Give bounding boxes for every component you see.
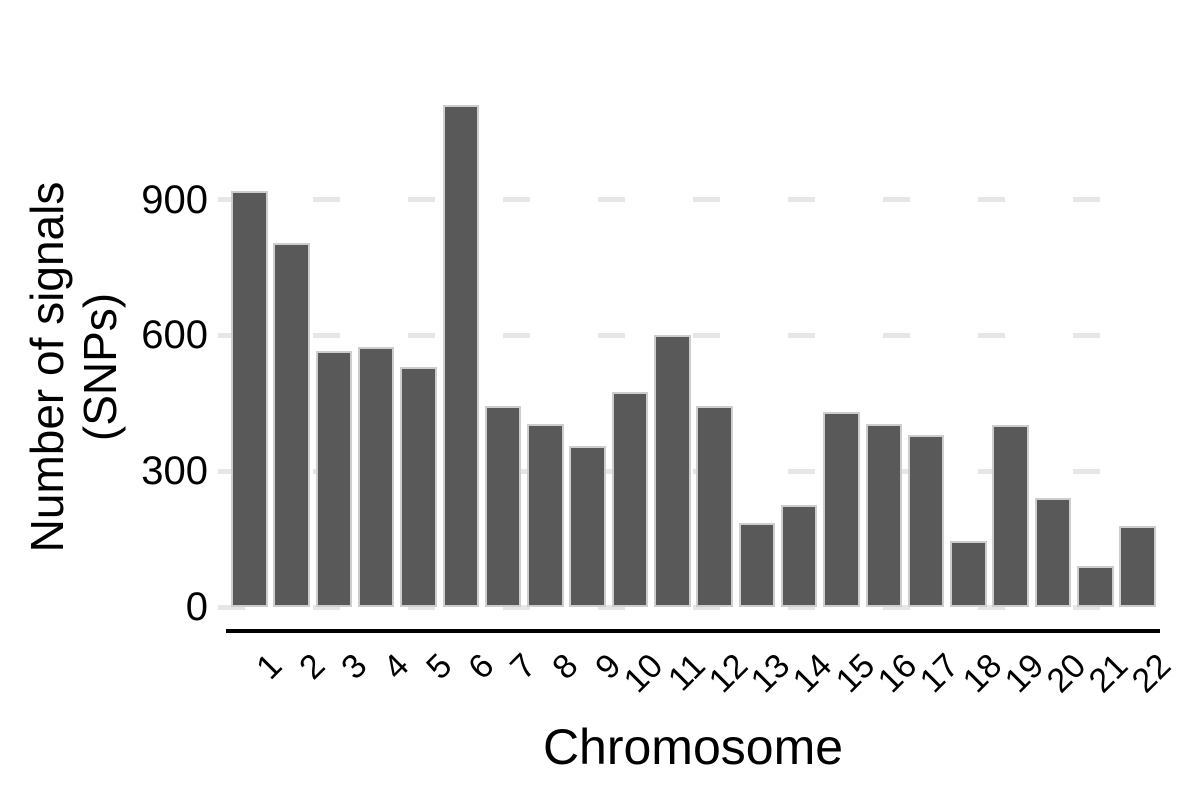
bar-chromosome-10 <box>611 391 649 607</box>
x-tick-label-22: 22 <box>1124 646 1179 701</box>
x-tick-label-1: 1 <box>249 646 290 687</box>
bar-chromosome-11 <box>654 335 691 607</box>
y-tick-label-600: 600 <box>141 313 208 358</box>
bar-chromosome-14 <box>780 505 818 607</box>
bar-chromosome-15 <box>823 412 860 607</box>
x-tick-label-9: 9 <box>587 646 629 687</box>
bar-chromosome-8 <box>527 423 564 607</box>
bar-chromosome-13 <box>738 523 776 607</box>
x-tick-label-6: 6 <box>460 646 502 687</box>
bar-chromosome-7 <box>484 405 522 607</box>
x-axis-title: Chromosome <box>542 719 844 775</box>
bar-chromosome-3 <box>315 351 353 607</box>
x-tick-label-5: 5 <box>418 646 459 687</box>
bar-chromosome-21 <box>1077 566 1114 607</box>
bar-chromosome-2 <box>273 242 310 607</box>
bar-chromosome-6 <box>442 104 479 607</box>
bar-chromosome-4 <box>357 346 395 607</box>
y-tick-label-0: 0 <box>185 585 208 629</box>
x-tick-label-2: 2 <box>291 646 333 687</box>
bar-chromosome-17 <box>907 434 945 607</box>
y-axis-title-line-1: Number of signals <box>21 181 74 553</box>
bar-chromosome-18 <box>950 541 987 607</box>
bar-chromosome-1 <box>231 190 268 607</box>
y-tick-label-900: 900 <box>141 177 208 222</box>
x-tick-label-7: 7 <box>503 646 544 687</box>
bar-chromosome-19 <box>992 424 1029 607</box>
x-axis-line <box>226 629 1160 633</box>
bar-chromosome-5 <box>400 367 437 607</box>
bar-chromosome-16 <box>865 423 902 607</box>
y-axis-title: Number of signals (SNPs) <box>21 182 127 553</box>
y-axis-title-line-2: (SNPs) <box>74 292 126 442</box>
y-tick-label-300: 300 <box>141 449 208 494</box>
x-tick-label-8: 8 <box>545 646 586 687</box>
bar-chromosome-22 <box>1119 526 1156 607</box>
gridline-y-0 <box>218 604 1160 610</box>
bar-chromosome-20 <box>1034 498 1072 607</box>
x-tick-label-3: 3 <box>334 646 375 687</box>
bar-chromosome-9 <box>569 446 606 607</box>
bar-chromosome-12 <box>696 405 733 607</box>
x-tick-label-4: 4 <box>376 646 417 687</box>
x-tick-label-10: 10 <box>616 646 671 701</box>
gridline-y-900 <box>218 197 1160 203</box>
